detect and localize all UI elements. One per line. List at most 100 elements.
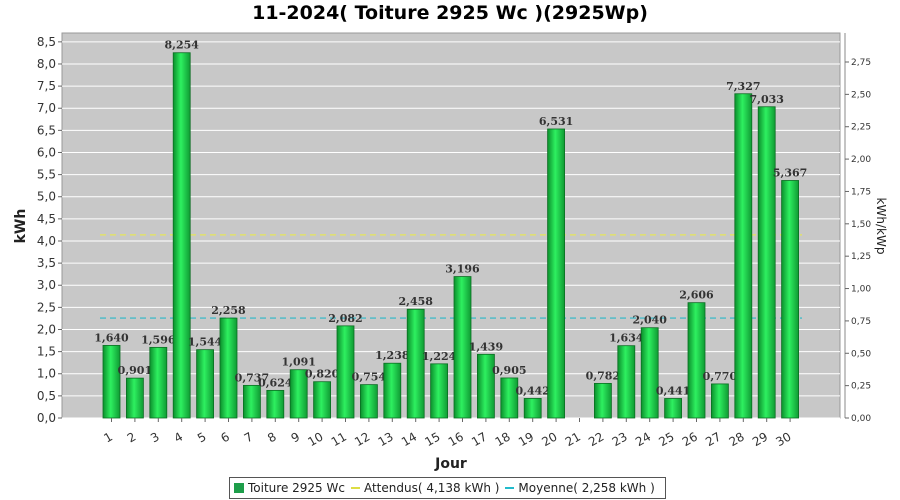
bar-value-label: 1,596 <box>141 333 176 346</box>
bar-value-label: 0,820 <box>305 368 340 381</box>
secondary-y-axis: 0,00 0,25 0,50 0,75 1,00 1,25 1,50 1,75 2,00 2,25… <box>844 33 871 424</box>
bar-value-label: 1,091 <box>281 356 315 369</box>
y-tick-label: 7,5 <box>37 79 56 93</box>
x-axis-label: Jour <box>434 456 467 472</box>
y-tick-label: 1,0 <box>37 367 56 381</box>
y-tick-label: 7,0 <box>37 101 56 115</box>
bar-value-label: 2,082 <box>328 312 362 325</box>
y2-tick-label: 1,50 <box>851 220 871 230</box>
bar-value-label: 7,327 <box>726 80 760 93</box>
chart-title: 11-2024( Toiture 2925 Wc )(2925Wp) <box>252 2 648 24</box>
bar-value-label: 7,033 <box>749 93 783 106</box>
legend-item-average: Moyenne( 2,258 kWh ) <box>505 481 655 495</box>
bar-chart: 1,6400,9011,5968,2541,5442,2580,7370,624… <box>13 32 888 472</box>
x-tick-label: 20 <box>539 429 559 449</box>
x-tick-label: 10 <box>305 429 325 449</box>
bar-series: 1,640 0,901 1,596 8,254 1,544 2,258 0,7370,624… <box>94 39 807 419</box>
x-tick-label: 9 <box>289 429 303 445</box>
x-tick-label: 4 <box>172 429 186 445</box>
bar <box>640 327 659 419</box>
y2-tick-label: 0,50 <box>851 349 871 359</box>
bar <box>523 398 542 419</box>
y2-tick-label: 1,75 <box>851 187 871 197</box>
bar-value-label: 1,634 <box>609 332 644 345</box>
x-tick-label: 27 <box>703 429 723 449</box>
y-tick-label: 3,5 <box>37 256 56 270</box>
bar <box>781 180 799 419</box>
bar <box>126 377 144 419</box>
bar-value-label: 6,531 <box>539 115 573 128</box>
x-tick-label: 23 <box>610 429 630 449</box>
x-tick-label: 18 <box>493 429 513 449</box>
y-tick-label: 1,5 <box>37 345 56 359</box>
bar <box>266 389 285 419</box>
y-tick-label: 5,5 <box>37 168 56 182</box>
legend-item-expected: Attendus( 4,138 kWh ) <box>350 481 500 495</box>
x-tick-label: 8 <box>265 429 279 445</box>
bar <box>594 382 612 419</box>
y2-tick-label: 0,75 <box>851 317 871 327</box>
bar-value-label: 0,901 <box>118 364 152 377</box>
bar-value-label: 1,224 <box>422 350 457 363</box>
y-tick-label: 6,0 <box>37 145 56 159</box>
y2-tick-label: 2,75 <box>851 58 871 68</box>
x-tick-label: 17 <box>469 429 489 449</box>
secondary-y-axis-label: kWh/kWp <box>874 198 888 255</box>
bar <box>383 362 402 419</box>
x-tick-label: 21 <box>563 429 583 449</box>
x-tick-label: 30 <box>773 429 793 449</box>
bar <box>313 381 332 419</box>
x-tick-label: 26 <box>680 429 700 449</box>
bar-value-label: 1,544 <box>188 336 223 349</box>
y-tick-label: 6,5 <box>37 123 56 137</box>
bar-value-label: 2,606 <box>679 289 714 302</box>
x-tick-label: 5 <box>195 429 209 445</box>
y-tick-label: 4,0 <box>37 234 56 248</box>
bar <box>547 128 565 419</box>
y-axis: 0,0 0,5 1,0 1,5 2,0 2,5 3,0 3,5 4,0 4,5 5,0 5,5 6,0 6… <box>37 35 62 425</box>
x-tick-label: 24 <box>633 429 653 449</box>
y2-tick-label: 2,00 <box>851 155 871 165</box>
bar <box>172 52 191 419</box>
bar-value-label: 0,624 <box>258 376 293 389</box>
y-tick-label: 8,0 <box>37 57 56 71</box>
bar-value-label: 0,441 <box>656 384 690 397</box>
y2-tick-label: 1,25 <box>851 252 871 262</box>
legend-bars-label: Toiture 2925 Wc <box>248 481 345 495</box>
x-tick-label: 28 <box>727 429 747 449</box>
bar <box>196 349 215 419</box>
bar-value-label: 1,439 <box>469 340 503 353</box>
x-tick-label: 25 <box>656 429 676 449</box>
bar <box>664 398 682 419</box>
bar <box>757 106 776 419</box>
x-tick-label: 22 <box>586 429 606 449</box>
x-tick-label: 6 <box>218 429 232 445</box>
y2-tick-label: 2,50 <box>851 90 871 100</box>
bar <box>617 345 636 419</box>
bar <box>406 308 425 419</box>
bar-value-label: 2,040 <box>632 314 667 327</box>
bar-value-label: 1,640 <box>94 331 129 344</box>
bar-value-label: 0,770 <box>703 370 738 383</box>
x-tick-label: 15 <box>422 429 442 449</box>
chart-legend: Toiture 2925 Wc Attendus( 4,138 kWh ) Mo… <box>229 477 666 499</box>
y-tick-label: 5,0 <box>37 190 56 204</box>
bar <box>734 93 753 419</box>
legend-expected-label: Attendus( 4,138 kWh ) <box>363 481 500 495</box>
x-tick-label: 2 <box>125 429 139 445</box>
bar-value-label: 0,737 <box>235 371 269 384</box>
x-tick-label: 1 <box>101 429 115 445</box>
bar <box>149 346 168 419</box>
bar-value-label: 2,258 <box>211 304 246 317</box>
bar <box>711 383 729 419</box>
x-tick-label: 3 <box>148 429 162 445</box>
legend-average-swatch <box>505 487 515 489</box>
bar <box>219 317 238 419</box>
plot-area <box>61 32 841 419</box>
legend-bar-swatch <box>234 483 244 493</box>
x-axis: 1 2 3 4 5 6 7 8 9 10 11 12 13 14 15 16 17 18 19 20 21 22 23 24 2… <box>101 418 794 449</box>
x-tick-label: 19 <box>516 429 536 449</box>
grid-lines <box>62 41 840 419</box>
bar <box>102 345 121 419</box>
bar-value-label: 2,458 <box>398 295 433 308</box>
